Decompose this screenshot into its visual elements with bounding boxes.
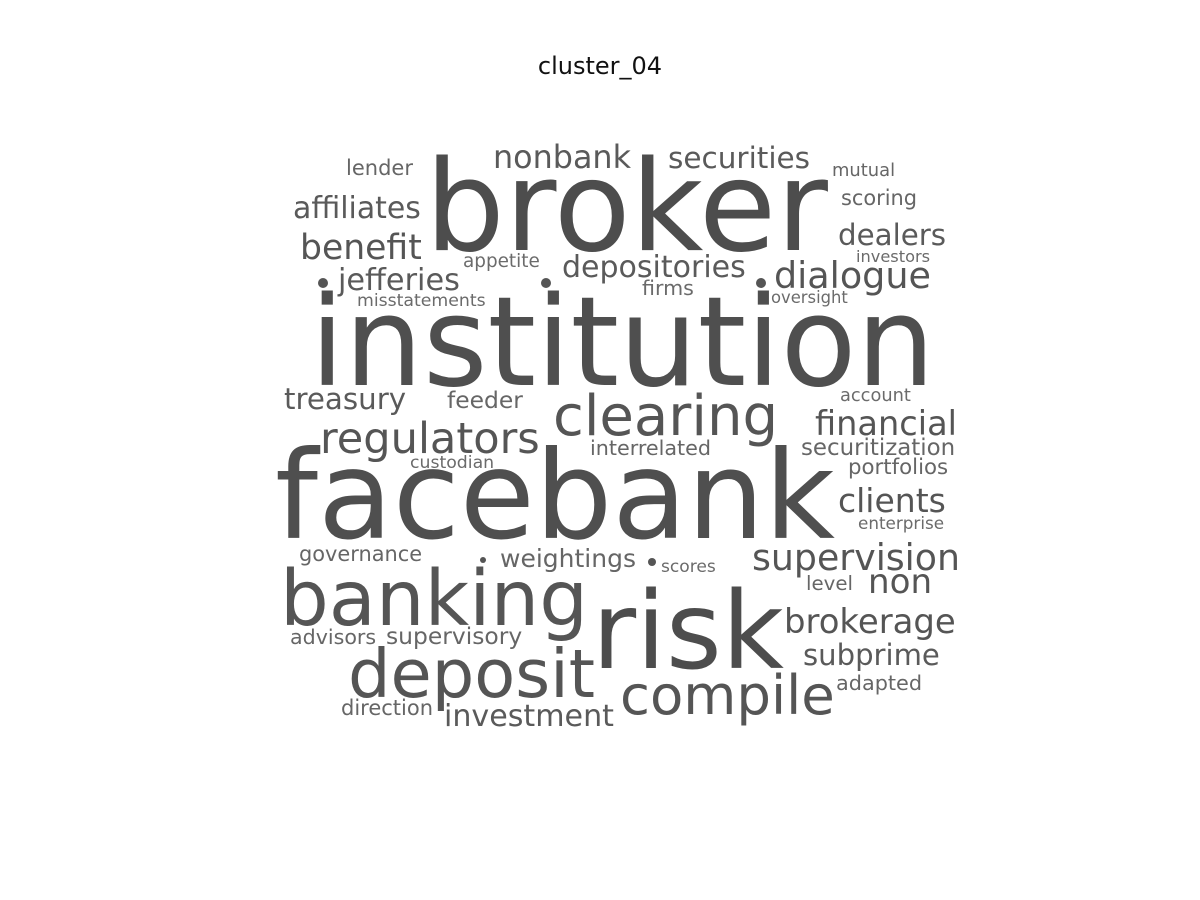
word-non: non: [868, 562, 932, 602]
word-level: level: [806, 572, 853, 595]
word-broker: broker: [425, 133, 828, 280]
word-banking: banking: [280, 555, 588, 644]
word-compile: compile: [620, 663, 835, 727]
dot-marker: [756, 278, 766, 288]
word-clients: clients: [838, 481, 946, 520]
word-facebank: facebank: [275, 425, 835, 567]
figure-title: cluster_04: [537, 52, 663, 80]
word-supervisory: supervisory: [386, 622, 522, 650]
word-mutual: mutual: [832, 160, 895, 181]
word-governance: governance: [299, 542, 422, 566]
word-nonbank: nonbank: [493, 139, 632, 176]
word-dealers: dealers: [838, 218, 946, 252]
word-direction: direction: [341, 696, 433, 720]
word-regulators: regulators: [320, 414, 540, 464]
word-appetite: appetite: [463, 251, 540, 272]
word-institution: institution: [310, 271, 935, 415]
dot-marker: [480, 557, 486, 563]
word-account: account: [840, 385, 911, 406]
word-firms: firms: [642, 276, 694, 300]
word-oversight: oversight: [771, 288, 848, 307]
word-portfolios: portfolios: [848, 455, 948, 480]
word-misstatements: misstatements: [357, 291, 486, 311]
word-financial: financial: [815, 404, 957, 443]
word-deposit: deposit: [348, 635, 595, 713]
word-advisors: advisors: [290, 625, 376, 649]
word-jefferies: jefferies: [337, 263, 460, 298]
word-depositories: depositories: [562, 250, 746, 285]
word-investment: investment: [444, 699, 614, 734]
word-custodian: custodian: [410, 453, 494, 473]
word-enterprise: enterprise: [858, 513, 944, 533]
word-brokerage: brokerage: [784, 602, 956, 641]
word-scores: scores: [661, 557, 716, 577]
word-affiliates: affiliates: [293, 191, 421, 226]
word-securities: securities: [668, 141, 810, 175]
word-weightings: weightings: [500, 544, 636, 573]
word-investors: investors: [856, 247, 930, 266]
word-risk: risk: [592, 569, 784, 694]
word-subprime: subprime: [803, 638, 940, 672]
dot-marker: [648, 558, 656, 566]
dot-marker: [318, 278, 328, 288]
word-adapted: adapted: [836, 671, 922, 695]
word-securitization: securitization: [801, 435, 955, 461]
dot-marker: [541, 278, 551, 288]
word-scoring: scoring: [841, 186, 917, 210]
word-dialogue: dialogue: [774, 254, 931, 297]
word-feeder: feeder: [447, 386, 523, 414]
word-lender: lender: [346, 156, 413, 180]
word-treasury: treasury: [284, 382, 406, 416]
word-clearing: clearing: [553, 384, 778, 449]
word-benefit: benefit: [300, 228, 422, 268]
word-supervision: supervision: [752, 536, 960, 579]
word-interrelated: interrelated: [590, 436, 711, 460]
